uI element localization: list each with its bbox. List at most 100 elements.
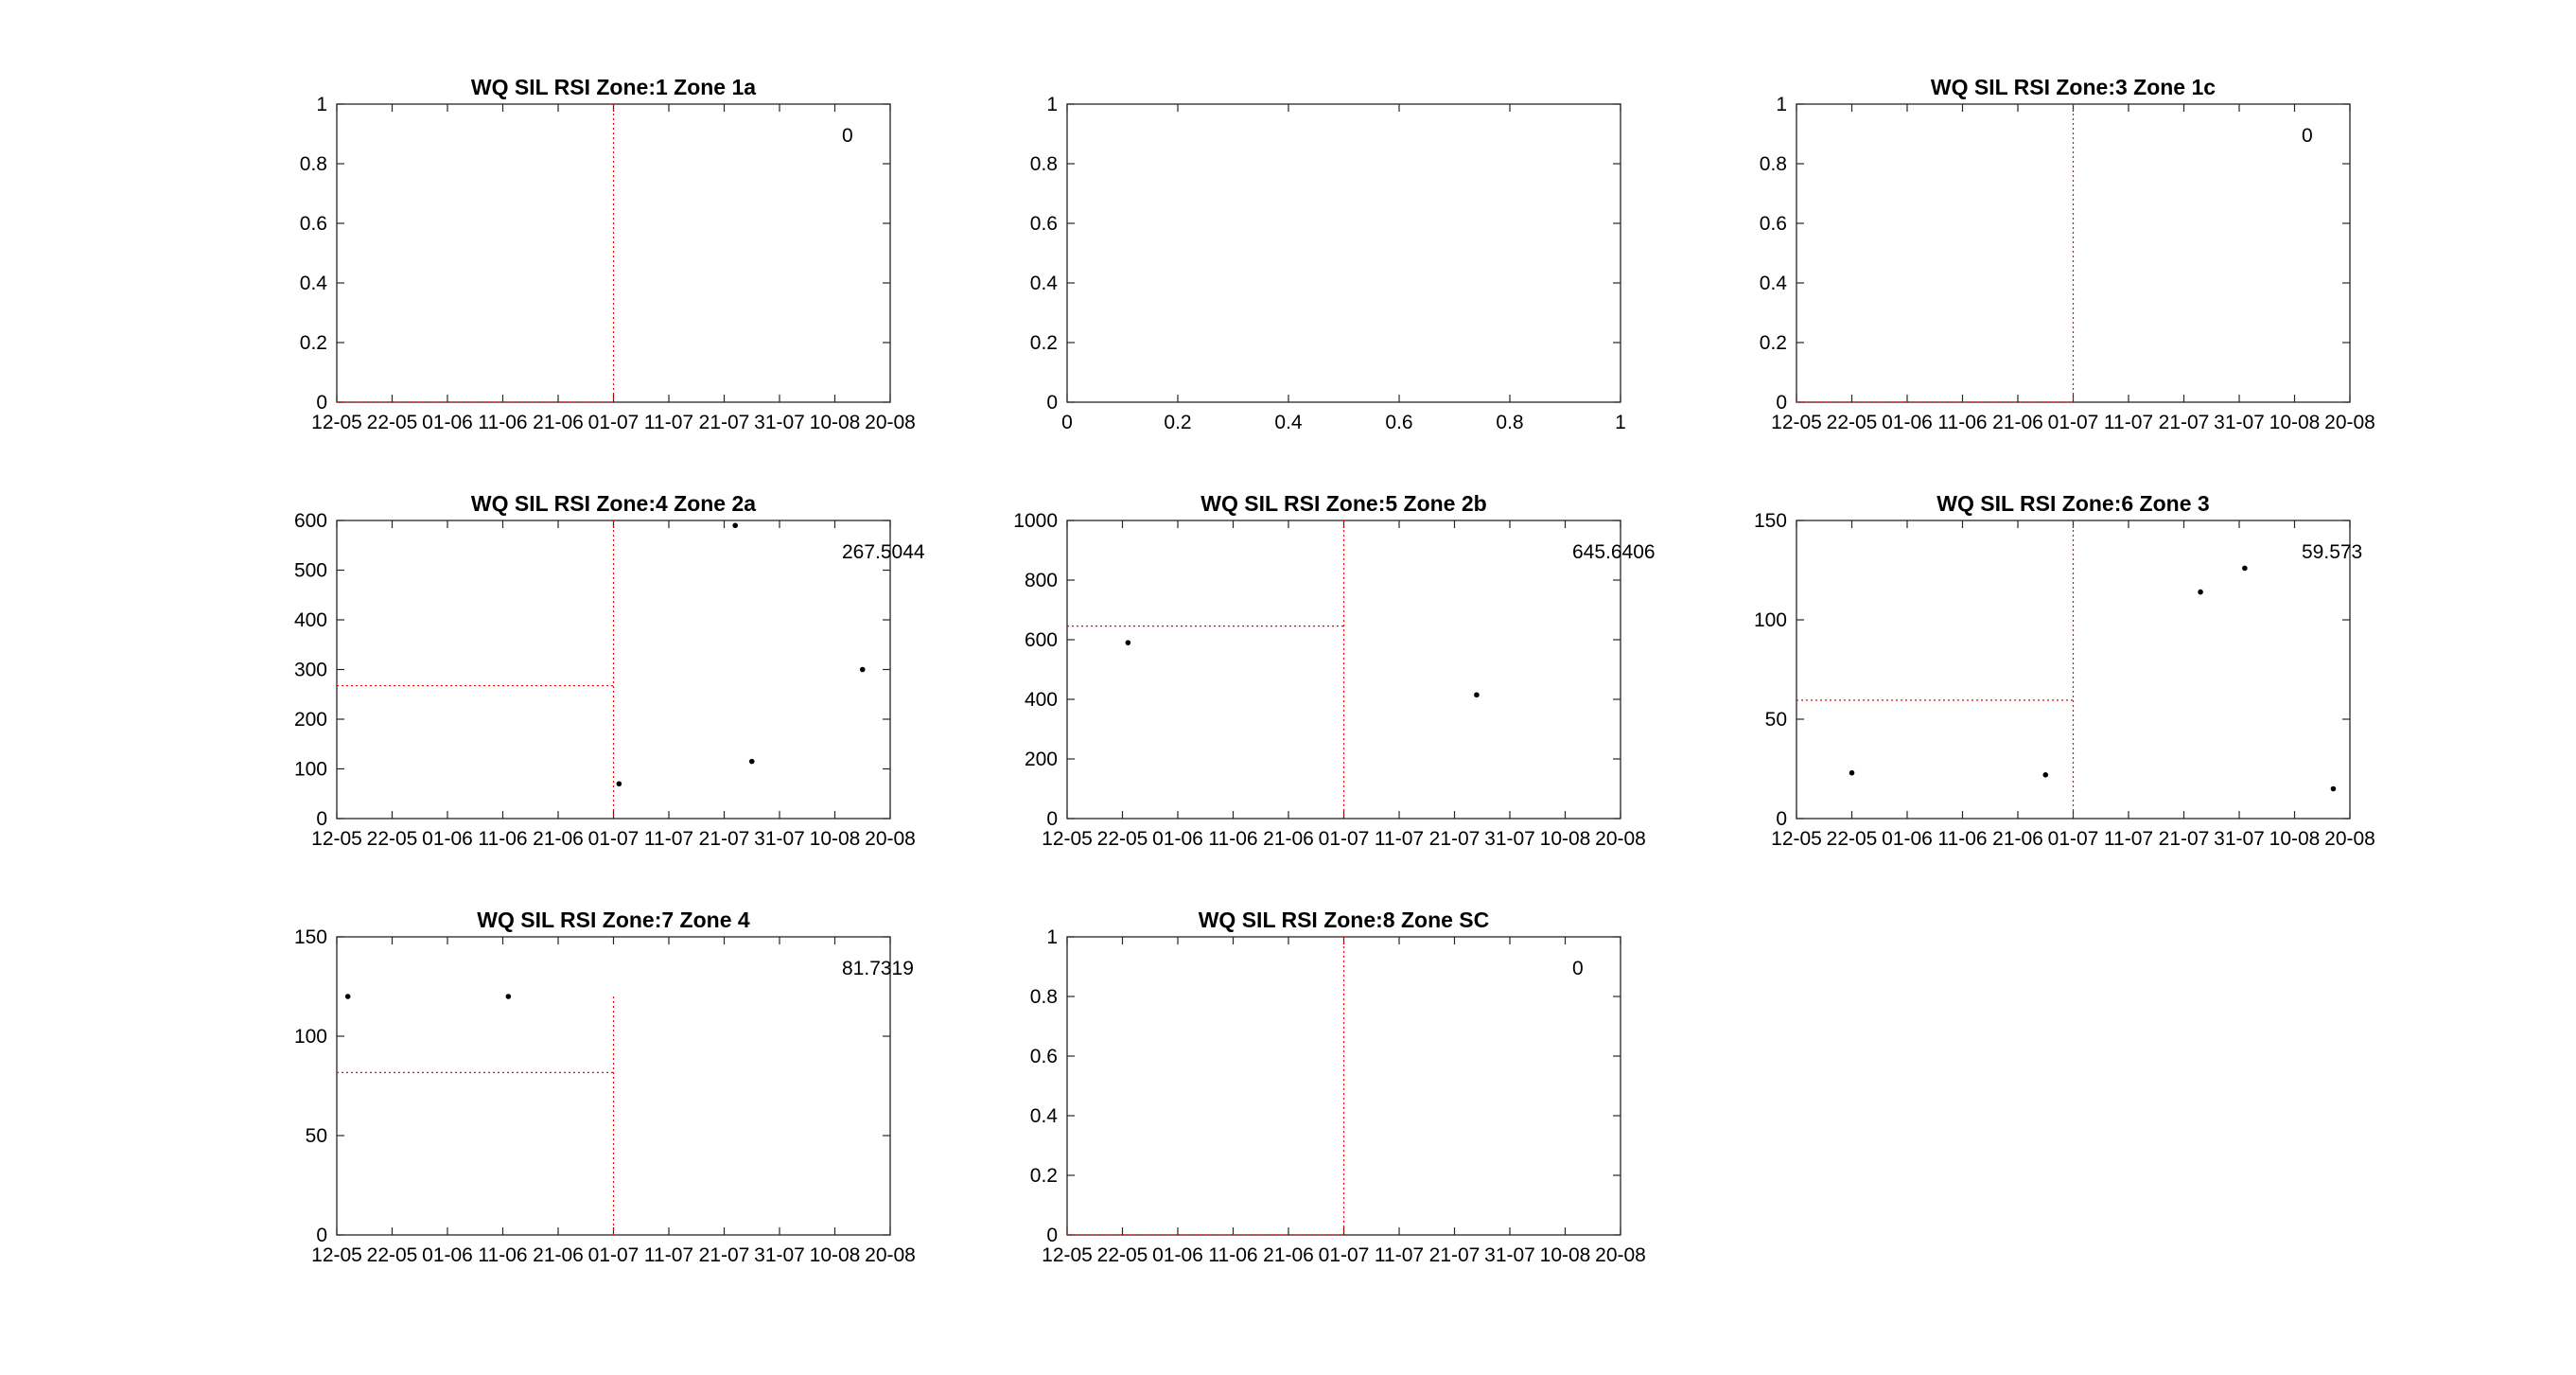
- x-tick-label: 11-07: [644, 1244, 693, 1266]
- axes-box: [1796, 520, 2351, 820]
- y-tick-label: 0.4: [1760, 273, 1788, 294]
- x-tick-label: 31-07: [1484, 1244, 1535, 1266]
- x-tick-label: 22-05: [367, 1244, 418, 1266]
- y-tick-label: 0: [1776, 392, 1787, 414]
- x-tick-label: 20-08: [865, 412, 916, 433]
- y-tick-label: 600: [1025, 629, 1058, 651]
- x-tick-label: 31-07: [2214, 412, 2265, 433]
- subplot-title: WQ SIL RSI Zone:6 Zone 3: [1936, 491, 2209, 516]
- y-tick-label: 0: [1046, 392, 1058, 414]
- x-tick-label: 11-07: [644, 828, 693, 850]
- y-tick-label: 0.2: [1030, 332, 1058, 354]
- y-tick-label: 0: [1046, 1225, 1058, 1246]
- x-tick-label: 20-08: [2324, 828, 2375, 850]
- data-point: [748, 758, 755, 765]
- subplot-title: WQ SIL RSI Zone:7 Zone 4: [477, 908, 750, 932]
- subplot-title: WQ SIL RSI Zone:3 Zone 1c: [1931, 75, 2216, 99]
- x-tick-label: 10-08: [810, 828, 861, 850]
- subplot-2: 0 0.2 0.4 0.6 0.8 1 0 0.2 0.4 0.6 0.8 1: [1030, 94, 1626, 433]
- x-tick-label: 12-05: [311, 412, 362, 433]
- x-tick-label: 21-07: [699, 828, 750, 850]
- data-point: [732, 522, 738, 529]
- x-tick-label: 01-07: [2048, 412, 2099, 433]
- y-tick-label: 50: [306, 1125, 327, 1147]
- data-point: [2242, 565, 2248, 572]
- y-tick-label: 400: [294, 609, 327, 631]
- y-tick-label: 0.6: [300, 213, 327, 235]
- x-tick-label: 31-07: [754, 412, 805, 433]
- subplot-3: WQ SIL RSI Zone:3 Zone 1c 12-05 22-05 01-06…: [1760, 75, 2375, 433]
- x-tick-label: 10-08: [2269, 828, 2321, 850]
- x-tick-label: 01-07: [588, 1244, 640, 1266]
- x-tick-label: 21-07: [2159, 828, 2210, 850]
- axes-box: [1796, 103, 2351, 403]
- subplot-7: WQ SIL RSI Zone:7 Zone 412-05 22-05 01-06 1…: [294, 908, 916, 1266]
- subplot-title: WQ SIL RSI Zone:8 Zone SC: [1199, 908, 1490, 932]
- mean-annotation: 267.5044: [842, 541, 925, 563]
- x-tick-label: 01-06: [1152, 828, 1203, 850]
- y-tick-label: 0: [1046, 808, 1058, 830]
- y-tick-label: 300: [294, 660, 327, 681]
- x-tick-label: 22-05: [1827, 828, 1878, 850]
- mean-annotation: 0: [842, 125, 853, 147]
- x-tick-label: 0.8: [1496, 412, 1523, 433]
- y-tick-label: 0.2: [1030, 1165, 1058, 1187]
- axes-box: [1066, 103, 1621, 403]
- mean-annotation: 0: [2302, 125, 2313, 147]
- y-tick-label: 200: [1025, 749, 1058, 770]
- x-tick-label: 21-06: [1992, 828, 2043, 850]
- x-tick-label: 21-07: [699, 1244, 750, 1266]
- x-tick-label: 20-08: [865, 828, 916, 850]
- y-tick-label: 800: [1025, 570, 1058, 591]
- x-tick-label: 11-06: [1208, 828, 1257, 850]
- x-tick-label: 12-05: [1771, 412, 1822, 433]
- x-tick-label: 10-08: [1540, 828, 1591, 850]
- subplot-title: WQ SIL RSI Zone:1 Zone 1a: [471, 75, 756, 99]
- subplot-4: WQ SIL RSI Zone:4 Zone 2a 12-05 22-05 01-06…: [294, 491, 925, 850]
- y-tick-label: 1: [1776, 94, 1787, 115]
- x-tick-label: 0.6: [1385, 412, 1412, 433]
- subplot-title: WQ SIL RSI Zone:5 Zone 2b: [1200, 491, 1486, 516]
- y-tick-label: 200: [294, 709, 327, 731]
- data-point: [1474, 692, 1480, 698]
- y-tick-label: 0: [316, 808, 327, 830]
- y-tick-label: 150: [1754, 510, 1787, 532]
- axes-box: [1066, 520, 1621, 820]
- x-tick-label: 31-07: [2214, 828, 2265, 850]
- mean-annotation: 81.7319: [842, 958, 914, 979]
- x-tick-label: 20-08: [865, 1244, 916, 1266]
- x-tick-label: 20-08: [1595, 828, 1646, 850]
- y-tick-label: 0.4: [1030, 1105, 1059, 1127]
- x-tick-label: 22-05: [1097, 828, 1148, 850]
- y-tick-label: 600: [294, 510, 327, 532]
- x-tick-label: 12-05: [1042, 828, 1093, 850]
- x-tick-label: 21-06: [1992, 412, 2043, 433]
- y-tick-label: 0.6: [1030, 1046, 1058, 1067]
- data-point: [1125, 640, 1131, 645]
- y-tick-label: 0.4: [1030, 273, 1059, 294]
- subplot-title: WQ SIL RSI Zone:4 Zone 2a: [471, 491, 756, 516]
- x-tick-label: 0.4: [1274, 412, 1303, 433]
- y-tick-label: 500: [294, 560, 327, 582]
- y-tick-label: 1: [1046, 94, 1058, 115]
- y-tick-label: 100: [1754, 609, 1787, 631]
- x-tick-label: 0: [1061, 412, 1073, 433]
- x-tick-label: 10-08: [810, 1244, 861, 1266]
- x-tick-label: 22-05: [1827, 412, 1878, 433]
- y-tick-label: 100: [294, 1026, 327, 1048]
- x-tick-label: 31-07: [754, 828, 805, 850]
- x-tick-label: 11-07: [2104, 412, 2153, 433]
- x-tick-label: 11-06: [1208, 1244, 1257, 1266]
- x-tick-label: 01-06: [422, 828, 473, 850]
- subplot-1: WQ SIL RSI Zone:1 Zone 1a 12-05 22-05 01-06…: [300, 75, 916, 433]
- x-tick-label: 10-08: [2269, 412, 2321, 433]
- x-tick-label: 12-05: [1042, 1244, 1093, 1266]
- x-tick-label: 21-07: [1429, 1244, 1481, 1266]
- x-tick-label: 11-07: [1375, 828, 1424, 850]
- x-tick-label: 10-08: [1540, 1244, 1591, 1266]
- y-tick-label: 1000: [1013, 510, 1058, 532]
- data-point: [2198, 589, 2203, 595]
- y-tick-label: 0.2: [300, 332, 327, 354]
- x-tick-label: 01-07: [588, 412, 640, 433]
